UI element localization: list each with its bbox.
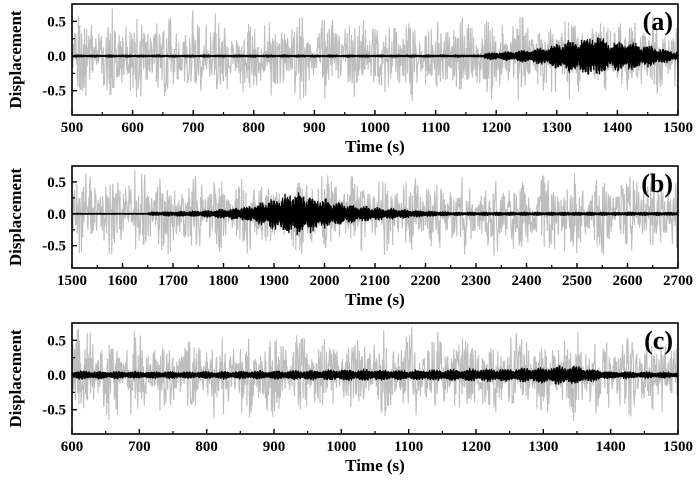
panel-a: 500 600 700 800 900 1000 1100 1200 1300 1400 1500 -… bbox=[6, 3, 693, 156]
x-tick-label: 2700 bbox=[663, 273, 693, 289]
x-tick-label: 1200 bbox=[461, 439, 491, 455]
x-tick-label: 1500 bbox=[663, 120, 693, 136]
panel-b-ylabel: Displacement bbox=[6, 168, 25, 267]
panel-b-ticks: 1500 1600 1700 1800 1900 2000 2100 2200 2300 2400… bbox=[42, 175, 693, 289]
x-tick-label: 500 bbox=[61, 120, 84, 136]
x-tick-label: 800 bbox=[243, 120, 266, 136]
y-tick-label: 0.5 bbox=[47, 333, 66, 349]
x-tick-label: 2100 bbox=[360, 273, 390, 289]
x-tick-label: 2000 bbox=[310, 273, 340, 289]
x-tick-label: 1400 bbox=[596, 439, 626, 455]
panel-c-xlabel: Time (s) bbox=[345, 456, 405, 475]
y-tick-label: -0.5 bbox=[42, 403, 66, 419]
panel-c-series-gray-noise bbox=[72, 326, 678, 422]
x-tick-label: 1500 bbox=[663, 439, 693, 455]
y-tick-label: 0.0 bbox=[47, 368, 66, 384]
panel-a-ticks: 500 600 700 800 900 1000 1100 1200 1300 1400 1500 -… bbox=[42, 14, 693, 136]
x-tick-label: 1100 bbox=[421, 120, 450, 136]
x-tick-label: 800 bbox=[195, 439, 218, 455]
panel-a-ylabel: Displacement bbox=[6, 10, 25, 109]
panel-c-traces bbox=[72, 326, 678, 422]
panel-c: 600 700 800 900 1000 1100 1200 1300 1400 1500 -0.5… bbox=[6, 322, 693, 475]
y-tick-label: 0.0 bbox=[47, 207, 66, 223]
x-tick-label: 1600 bbox=[108, 273, 138, 289]
panel-b-label: (b) bbox=[641, 169, 673, 198]
panel-b: 1500 1600 1700 1800 1900 2000 2100 2200 2300 2400… bbox=[6, 165, 693, 309]
panel-a-series-black-signal bbox=[72, 37, 678, 75]
x-tick-label: 1700 bbox=[158, 273, 188, 289]
x-tick-label: 1200 bbox=[481, 120, 511, 136]
panel-a-series-gray-noise bbox=[72, 8, 678, 102]
x-tick-label: 2500 bbox=[562, 273, 592, 289]
x-tick-label: 900 bbox=[263, 439, 286, 455]
x-tick-label: 600 bbox=[61, 439, 84, 455]
panel-c-ylabel: Displacement bbox=[6, 329, 25, 428]
x-tick-label: 1500 bbox=[57, 273, 87, 289]
panel-b-series-black-signal bbox=[72, 192, 678, 236]
x-tick-label: 1400 bbox=[602, 120, 632, 136]
y-tick-label: -0.5 bbox=[42, 239, 66, 255]
panel-a-xlabel: Time (s) bbox=[345, 137, 405, 156]
panel-b-series-gray-noise bbox=[72, 170, 678, 256]
x-tick-label: 1000 bbox=[360, 120, 390, 136]
x-tick-label: 1300 bbox=[542, 120, 572, 136]
x-tick-label: 900 bbox=[303, 120, 326, 136]
panel-c-label: (c) bbox=[644, 326, 673, 355]
x-tick-label: 1100 bbox=[394, 439, 423, 455]
y-tick-label: 0.0 bbox=[47, 49, 66, 65]
x-tick-label: 2300 bbox=[461, 273, 491, 289]
x-tick-label: 1900 bbox=[259, 273, 289, 289]
x-tick-label: 700 bbox=[128, 439, 151, 455]
panel-b-xlabel: Time (s) bbox=[345, 290, 405, 309]
x-tick-label: 600 bbox=[121, 120, 144, 136]
x-tick-label: 700 bbox=[182, 120, 205, 136]
panel-c-series-black-signal bbox=[72, 365, 678, 385]
y-tick-label: 0.5 bbox=[47, 14, 66, 30]
panel-a-traces bbox=[72, 8, 678, 102]
y-tick-label: 0.5 bbox=[47, 175, 66, 191]
panel-c-ticks: 600 700 800 900 1000 1100 1200 1300 1400 1500 -0.5… bbox=[42, 333, 693, 455]
x-tick-label: 2400 bbox=[512, 273, 542, 289]
x-tick-label: 1300 bbox=[528, 439, 558, 455]
y-tick-label: -0.5 bbox=[42, 84, 66, 100]
x-tick-label: 1000 bbox=[326, 439, 356, 455]
panel-b-traces bbox=[72, 170, 678, 256]
x-tick-label: 2600 bbox=[613, 273, 643, 289]
x-tick-label: 2200 bbox=[411, 273, 441, 289]
x-tick-label: 1800 bbox=[209, 273, 239, 289]
panel-a-label: (a) bbox=[643, 7, 673, 36]
